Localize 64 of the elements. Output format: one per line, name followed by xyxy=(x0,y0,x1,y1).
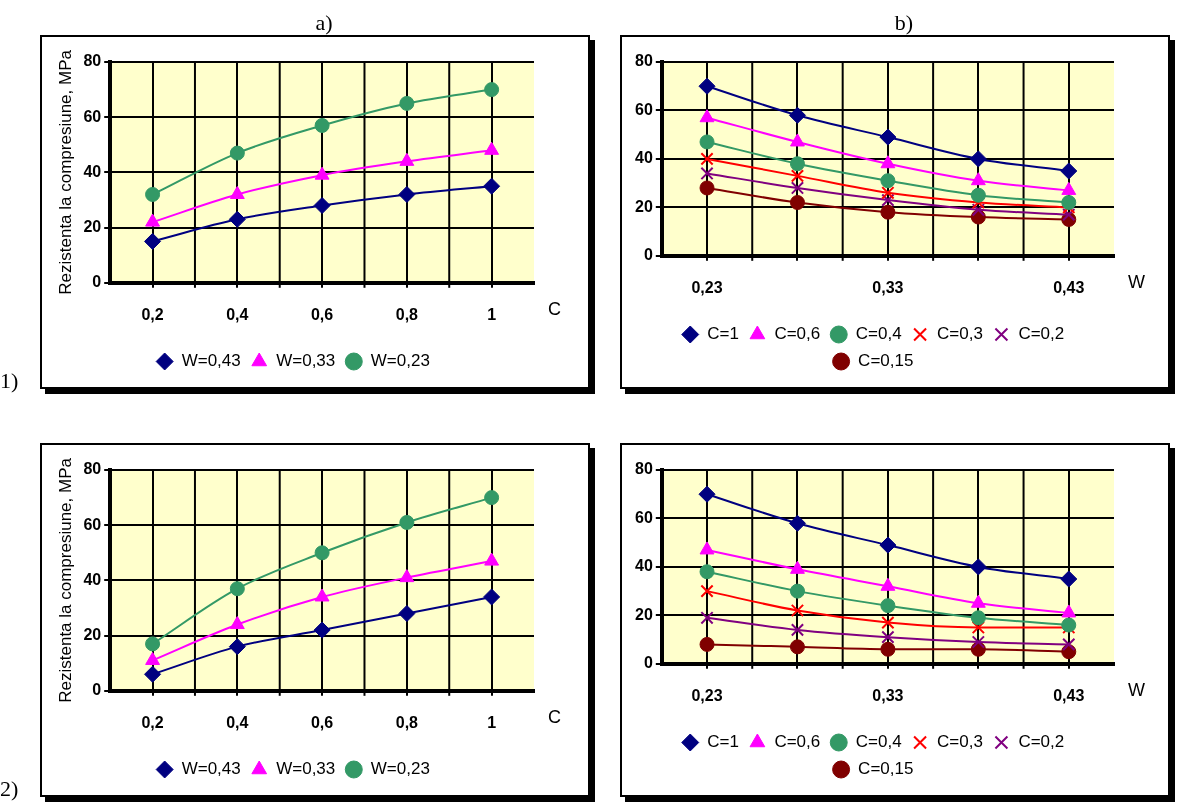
legend-label: C=0,15 xyxy=(858,351,914,371)
text: 1) xyxy=(0,368,19,394)
x-tick-label: 0,6 xyxy=(310,305,334,323)
x-axis-title: W xyxy=(1128,271,1145,292)
y-tick-label: 80 xyxy=(83,52,102,70)
legend-label: C=0,6 xyxy=(774,732,821,752)
chart-title: a) xyxy=(314,10,334,36)
legend-label: W=0,33 xyxy=(276,351,336,371)
legend-label: W=0,43 xyxy=(181,351,241,371)
y-tick-label: 0 xyxy=(92,273,102,291)
y-tick-label: 60 xyxy=(635,100,653,118)
legend-label: C=0,15 xyxy=(858,759,914,779)
x-tick-label: 0,6 xyxy=(310,713,334,731)
x-tick-label: 0,8 xyxy=(395,713,419,731)
legend-label: C=0,4 xyxy=(855,732,902,752)
text: 2) xyxy=(0,776,19,802)
legend-label: C=0,3 xyxy=(937,732,983,752)
legend-label: C=1 xyxy=(707,324,739,344)
x-axis-title: C xyxy=(548,298,561,319)
legend-label: C=1 xyxy=(707,732,739,752)
y-tick-label: 20 xyxy=(83,626,102,644)
y-tick-label: 20 xyxy=(635,197,653,215)
x-tick-label: 0,23 xyxy=(691,278,723,296)
legend-label: C=0,2 xyxy=(1018,324,1065,344)
y-tick-label: 60 xyxy=(83,107,102,125)
y-tick-label: 0 xyxy=(92,681,102,699)
y-axis-title: Rezistenta la compresiune, MPa xyxy=(55,49,75,295)
y-tick-label: 20 xyxy=(635,605,653,623)
y-tick-label: 80 xyxy=(635,52,653,70)
legend-label: W=0,43 xyxy=(181,759,241,779)
x-tick-label: 1 xyxy=(487,305,497,323)
y-tick-label: 40 xyxy=(83,162,102,180)
y-tick-label: 20 xyxy=(83,218,102,236)
legend-label: C=0,2 xyxy=(1018,732,1065,752)
x-tick-label: 1 xyxy=(487,713,497,731)
y-tick-label: 0 xyxy=(643,654,653,672)
legend-label: C=0,3 xyxy=(937,324,983,344)
x-tick-label: 0,2 xyxy=(141,305,164,323)
x-tick-label: 0,4 xyxy=(226,305,249,323)
y-tick-label: 80 xyxy=(635,460,653,478)
y-tick-label: 60 xyxy=(83,515,102,533)
x-tick-label: 0,33 xyxy=(872,686,904,704)
y-tick-label: 40 xyxy=(635,149,653,167)
legend-label: C=0,4 xyxy=(855,324,902,344)
x-tick-label: 0,4 xyxy=(226,713,249,731)
x-tick-label: 0,2 xyxy=(141,713,164,731)
legend-label: W=0,33 xyxy=(276,759,336,779)
y-tick-label: 40 xyxy=(83,570,102,588)
y-tick-label: 0 xyxy=(643,246,653,264)
y-tick-label: 40 xyxy=(635,557,653,575)
x-axis-title: W xyxy=(1128,679,1145,700)
y-tick-label: 60 xyxy=(635,508,653,526)
legend-label: C=0,6 xyxy=(774,324,821,344)
x-tick-label: 0,23 xyxy=(691,686,723,704)
x-tick-label: 0,8 xyxy=(395,305,419,323)
x-axis-title: C xyxy=(548,706,561,727)
chart-title: b) xyxy=(893,10,915,36)
x-tick-label: 0,43 xyxy=(1053,278,1085,296)
legend-label: W=0,23 xyxy=(370,759,430,779)
legend-label: W=0,23 xyxy=(370,351,430,371)
x-tick-label: 0,33 xyxy=(872,278,904,296)
x-tick-label: 0,43 xyxy=(1053,686,1085,704)
y-tick-label: 80 xyxy=(83,460,102,478)
y-axis-title: Rezistenta la compresiune, MPa xyxy=(55,457,75,703)
